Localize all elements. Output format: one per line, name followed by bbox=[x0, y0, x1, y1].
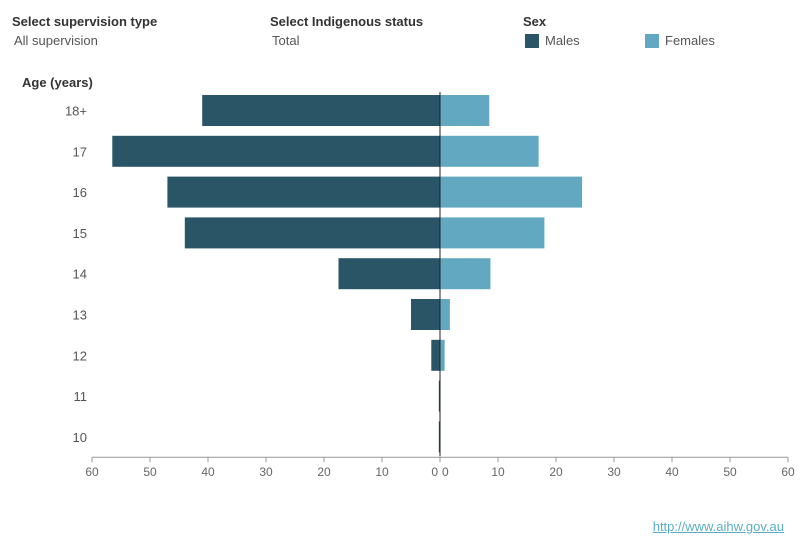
legend-title: Sex bbox=[523, 14, 547, 29]
x-tick-label-left: 60 bbox=[85, 465, 99, 479]
bar-males-14 bbox=[338, 258, 440, 290]
bar-females-13 bbox=[440, 299, 450, 330]
age-tick-label: 10 bbox=[73, 430, 87, 445]
bar-females-14 bbox=[440, 258, 491, 290]
x-tick-label-left: 50 bbox=[143, 465, 157, 479]
age-tick-label: 15 bbox=[73, 226, 87, 241]
aihw-link[interactable]: http://www.aihw.gov.au bbox=[652, 519, 784, 534]
age-tick-label: 12 bbox=[73, 348, 87, 363]
bar-males-18+ bbox=[202, 95, 440, 126]
legend-item-females[interactable]: Females bbox=[645, 33, 715, 48]
x-tick-label-right: 30 bbox=[607, 465, 621, 479]
indigenous-status-filter[interactable]: Select Indigenous status Total bbox=[270, 14, 423, 48]
age-tick-label: 11 bbox=[74, 389, 88, 404]
y-axis-title: Age (years) bbox=[22, 75, 93, 90]
bar-females-15 bbox=[440, 217, 545, 249]
indigenous-status-value[interactable]: Total bbox=[272, 33, 300, 48]
bar-females-12 bbox=[440, 339, 445, 371]
legend-item-males[interactable]: Males bbox=[525, 33, 580, 48]
bar-males-17 bbox=[112, 135, 441, 167]
age-tick-label: 17 bbox=[73, 144, 87, 159]
females-swatch bbox=[645, 33, 659, 48]
legend-label-males: Males bbox=[545, 33, 580, 48]
age-tick-label: 13 bbox=[73, 308, 87, 323]
age-tick-label: 14 bbox=[73, 267, 87, 282]
x-tick-label-right: 40 bbox=[665, 465, 679, 479]
sex-legend: Sex Males Females bbox=[523, 14, 715, 51]
x-tick-label-right: 20 bbox=[549, 465, 563, 479]
x-tick-label-right: 10 bbox=[491, 465, 505, 479]
x-tick-label-left: 30 bbox=[259, 465, 273, 479]
x-tick-label-left: 10 bbox=[375, 465, 389, 479]
bar-males-16 bbox=[167, 176, 440, 208]
bar-males-13 bbox=[411, 299, 440, 330]
bar-males-15 bbox=[184, 217, 440, 249]
indigenous-status-label: Select Indigenous status bbox=[270, 14, 424, 29]
supervision-type-filter[interactable]: Select supervision type All supervision bbox=[12, 14, 157, 48]
age-tick-label: 16 bbox=[73, 185, 87, 200]
bar-males-11 bbox=[438, 380, 440, 412]
legend-label-females: Females bbox=[665, 33, 715, 48]
supervision-type-label: Select supervision type bbox=[12, 14, 158, 29]
bar-females-18+ bbox=[440, 95, 490, 126]
x-tick-label-left: 40 bbox=[201, 465, 215, 479]
bar-males-12 bbox=[431, 339, 440, 371]
bar-females-16 bbox=[440, 176, 583, 208]
males-swatch bbox=[525, 33, 539, 48]
age-tick-label: 18+ bbox=[65, 104, 87, 119]
x-tick-label-left: 20 bbox=[317, 465, 331, 479]
x-tick-label-left: 0 bbox=[431, 465, 438, 479]
x-tick-label-right: 60 bbox=[781, 465, 795, 479]
x-tick-label-right: 50 bbox=[723, 465, 737, 479]
bar-females-17 bbox=[440, 135, 539, 167]
x-tick-label-right: 0 bbox=[442, 465, 449, 479]
bar-males-10 bbox=[438, 421, 440, 453]
supervision-type-value[interactable]: All supervision bbox=[14, 33, 98, 48]
